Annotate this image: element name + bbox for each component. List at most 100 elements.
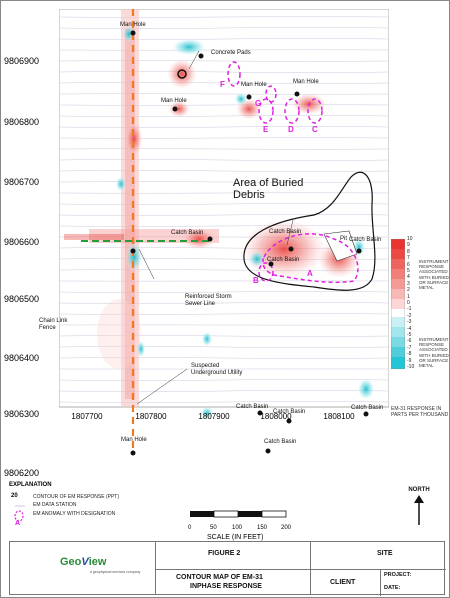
scale-label: SCALE (IN FEET) — [207, 534, 264, 541]
contour-text: CONTOUR OF EM RESPONSE (PPT) — [33, 494, 120, 500]
label-catch-basin-2: Catch Basin — [267, 257, 300, 263]
label-catch-basin-7: Catch Basin — [351, 405, 384, 411]
legend-value: 1 — [407, 293, 410, 300]
anomaly-letter-b: B — [253, 276, 259, 285]
legend-value: 6 — [407, 261, 410, 268]
y-tick-label: 9806700 — [4, 177, 40, 187]
anomaly-a-outline — [262, 233, 359, 284]
site-divider — [310, 542, 311, 594]
anomaly-g-outline — [265, 85, 277, 103]
x-tick-label: 1808100 — [323, 412, 355, 421]
anomaly-d-outline — [284, 98, 300, 124]
man-hole-marker — [130, 30, 136, 36]
scale-tick: 200 — [281, 525, 292, 531]
catch-basin-marker — [207, 236, 213, 242]
legend-value: 3 — [407, 280, 410, 287]
explanation-block: EXPLANATION 20 CONTOUR OF EM RESPONSE (P… — [9, 482, 189, 527]
man-hole-marker — [130, 450, 136, 456]
label-reinforced-storm: Reinforced Storm Sewer Line — [185, 294, 232, 307]
legend-value: -2 — [407, 312, 412, 319]
legend-value: -10 — [407, 364, 415, 370]
legend-value: 7 — [407, 255, 410, 262]
anomaly-letter-g: G — [255, 99, 262, 108]
legend-value: -4 — [407, 325, 412, 332]
legend-value: -7 — [407, 344, 412, 351]
legend-value: -3 — [407, 319, 412, 326]
label-chain-link: Chain Link Fence — [39, 318, 68, 331]
negative-anomaly-blob — [173, 39, 205, 55]
anomaly-letter-f: F — [220, 80, 225, 89]
y-tick-label: 9806600 — [4, 237, 40, 247]
label-catch-basin-4: Catch Basin — [349, 237, 382, 243]
color-legend: 10 9 8 7 6 5 4 3 2 1 0 -1 -2 -3 -4 -5 -6 -7 -8 -9 -10 INSTRU… — [391, 236, 449, 427]
catch-basin-marker — [356, 248, 362, 254]
y-tick-label: 9806900 — [4, 56, 40, 66]
legend-color-bar — [391, 239, 405, 369]
y-tick-label: 9806200 — [4, 468, 40, 478]
label-catch-basin-1: Catch Basin — [269, 229, 302, 235]
logo-sub: a geophysical services company — [90, 570, 141, 574]
anomaly-text: EM ANOMALY WITH DESIGNATION — [33, 511, 116, 517]
legend-value: 5 — [407, 268, 410, 274]
legend-value: 4 — [407, 274, 410, 281]
label-man-hole-bottom: Man Hole — [121, 437, 147, 443]
label-catch-basin-3: Catch Basin — [171, 230, 204, 236]
anomaly-letter-e: E — [263, 125, 269, 134]
anomaly-icon — [14, 510, 24, 522]
x-tick-label: 1807900 — [198, 412, 230, 421]
anomaly-f-outline — [227, 61, 241, 87]
legend-value: -1 — [407, 306, 412, 313]
north-arrow-icon — [414, 495, 424, 525]
site-label: SITE — [377, 550, 393, 557]
y-tick-label: 9806800 — [4, 117, 40, 127]
client-label: CLIENT — [330, 579, 356, 586]
title-block: GeoView a geophysical services company F… — [9, 541, 446, 596]
x-tick-label: 1807800 — [135, 412, 167, 421]
label-man-hole-left: Man Hole — [161, 98, 187, 104]
legend-value: 0 — [407, 300, 410, 306]
figure-title-line1: CONTOUR MAP OF EM-31 — [176, 574, 263, 581]
anomaly-ring — [177, 69, 187, 79]
em-data-station-lines — [59, 16, 389, 403]
anomaly-c-outline — [307, 98, 323, 124]
label-catch-basin-6: Catch Basin — [273, 409, 306, 415]
legend-value: 2 — [407, 287, 410, 294]
label-suspected-utility: Suspected Underground Utility — [191, 363, 243, 376]
station-text: EM DATA STATION — [33, 502, 77, 508]
legend-value: 10 — [407, 236, 413, 242]
figure-title-line2: INPHASE RESPONSE — [190, 583, 262, 590]
negative-anomaly-blob — [358, 379, 374, 399]
geoview-logo: GeoView a geophysical services company — [60, 556, 141, 574]
catch-basin-marker — [268, 261, 274, 267]
catch-basin-marker — [130, 248, 136, 254]
label-man-hole-top: Man Hole — [120, 22, 146, 28]
catch-basin-marker — [257, 410, 263, 416]
catch-basin-marker — [286, 418, 292, 424]
project-label: PROJECT: — [384, 572, 412, 578]
contour-value: 20 — [11, 493, 18, 499]
scale-tick: 50 — [210, 525, 217, 531]
anomaly-letter-legend: A — [15, 520, 21, 527]
label-man-hole-right: Man Hole — [293, 79, 319, 85]
catch-basin-marker — [363, 411, 369, 417]
explanation-title: EXPLANATION — [9, 482, 52, 488]
legend-value: 9 — [407, 242, 410, 249]
label-man-hole-mid: Man Hole — [241, 82, 267, 88]
man-hole-marker — [172, 106, 178, 112]
anomaly-letter-a: A — [307, 269, 313, 278]
vertical-anomaly-band — [121, 9, 139, 407]
scale-bar-graphic — [190, 510, 287, 518]
anomaly-blob — [168, 60, 196, 88]
title-divider — [155, 542, 156, 594]
label-concrete-pads: Concrete Pads — [211, 50, 251, 56]
north-label: NORTH — [408, 487, 430, 493]
label-pit: Pit — [340, 236, 348, 242]
scale-tick: 100 — [232, 525, 243, 531]
catch-basin-marker — [288, 246, 294, 252]
anomaly-blob — [169, 101, 189, 117]
y-tick-label: 9806400 — [4, 353, 40, 363]
map-frame — [59, 9, 389, 408]
station-icon — [15, 505, 25, 507]
anomaly-letter-d: D — [288, 125, 294, 134]
concrete-pad-marker — [198, 53, 204, 59]
